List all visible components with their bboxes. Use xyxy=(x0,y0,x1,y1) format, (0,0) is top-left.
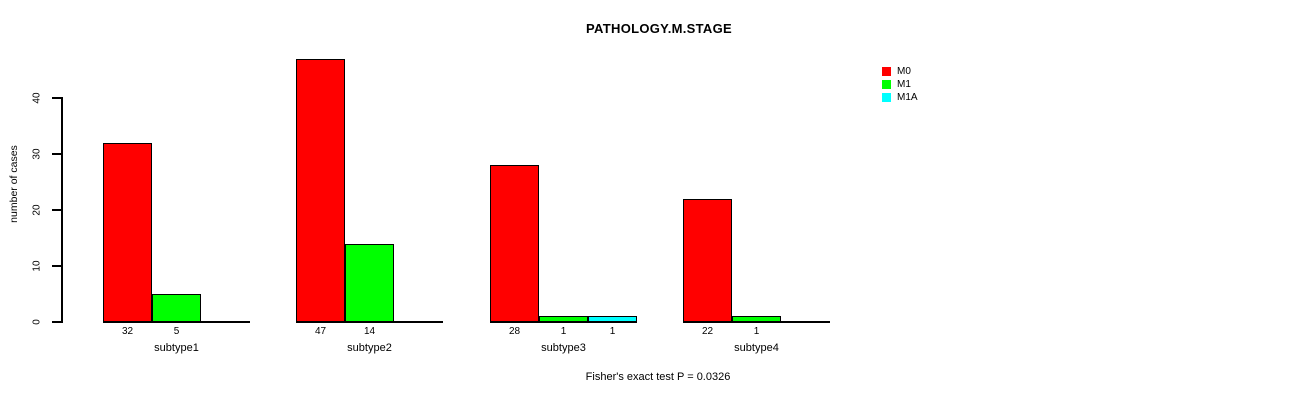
annotation-fishers-test: Fisher's exact test P = 0.0326 xyxy=(585,371,731,383)
group-baseline xyxy=(490,321,637,323)
bar-value-label: 47 xyxy=(314,326,327,337)
category-label-subtype2: subtype2 xyxy=(347,342,392,354)
legend-item-m0: M0 xyxy=(882,66,918,77)
y-axis-tick xyxy=(52,153,61,155)
bar-value-label: 22 xyxy=(701,326,714,337)
y-axis-tick-label: 0 xyxy=(31,319,43,325)
y-axis-tick-label: 20 xyxy=(31,204,43,216)
bar-value-label: 1 xyxy=(560,326,567,337)
legend-swatch-m0 xyxy=(882,67,891,76)
legend-label-m1: M1 xyxy=(897,79,911,90)
y-axis-tick xyxy=(52,321,61,323)
y-axis-line xyxy=(61,97,63,323)
bar-m1-subtype2 xyxy=(345,243,394,322)
bar-value-label: 5 xyxy=(173,326,180,337)
category-label-subtype3: subtype3 xyxy=(541,342,586,354)
y-axis-tick xyxy=(52,265,61,267)
group-baseline xyxy=(296,321,443,323)
bar-m0-subtype4 xyxy=(683,198,732,322)
bar-value-label: 1 xyxy=(609,326,616,337)
bar-value-label: 1 xyxy=(753,326,760,337)
group-baseline xyxy=(683,321,830,323)
chart-title: PATHOLOGY.M.STAGE xyxy=(586,21,732,36)
bar-value-label: 14 xyxy=(363,326,376,337)
legend-item-m1: M1 xyxy=(882,79,918,90)
bar-value-label: 28 xyxy=(508,326,521,337)
y-axis-tick-label: 10 xyxy=(31,260,43,272)
group-baseline xyxy=(103,321,250,323)
legend-label-m1a: M1A xyxy=(897,92,918,103)
legend-label-m0: M0 xyxy=(897,66,911,77)
legend-swatch-m1a xyxy=(882,93,891,102)
legend-swatch-m1 xyxy=(882,80,891,89)
bar-value-label: 32 xyxy=(121,326,134,337)
y-axis-tick xyxy=(52,97,61,99)
legend-item-m1a: M1A xyxy=(882,92,918,103)
y-axis-tick-label: 40 xyxy=(31,92,43,104)
bar-m0-subtype2 xyxy=(296,59,345,322)
bar-m0-subtype3 xyxy=(490,165,539,322)
y-axis-tick xyxy=(52,209,61,211)
bar-m0-subtype1 xyxy=(103,142,152,322)
category-label-subtype1: subtype1 xyxy=(154,342,199,354)
y-axis-tick-label: 30 xyxy=(31,148,43,160)
category-label-subtype4: subtype4 xyxy=(734,342,779,354)
legend: M0 M1 M1A xyxy=(882,66,918,103)
bar-m1-subtype1 xyxy=(152,294,201,322)
